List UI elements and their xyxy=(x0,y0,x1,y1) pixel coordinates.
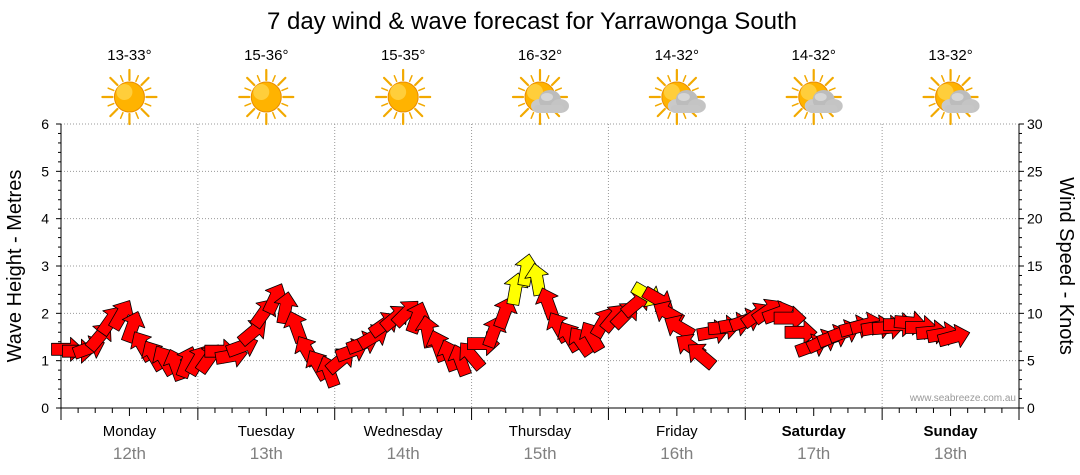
left-tick-label: 4 xyxy=(41,211,49,227)
right-tick-label: 0 xyxy=(1027,400,1035,416)
left-tick-label: 3 xyxy=(41,258,49,274)
right-tick-label: 15 xyxy=(1027,258,1043,274)
wind-arrow xyxy=(579,321,606,354)
wind-arrow xyxy=(664,314,696,341)
wind-arrows xyxy=(51,253,971,389)
partly-cloudy-icon xyxy=(785,68,843,126)
day-temp: 14-32° xyxy=(655,47,699,64)
chart-title: 7 day wind & wave forecast for Yarrawong… xyxy=(267,8,797,35)
left-tick-label: 0 xyxy=(41,400,49,416)
wind-arrow xyxy=(936,323,971,348)
right-tick-label: 5 xyxy=(1027,353,1035,369)
wind-arrow xyxy=(405,301,430,335)
day-name: Friday xyxy=(656,423,698,440)
watermark: www.seabreeze.com.au xyxy=(909,393,1016,404)
day-date: 12th xyxy=(113,444,146,463)
day-name: Thursday xyxy=(509,423,572,440)
day-name: Tuesday xyxy=(238,423,295,440)
day-headers: 13-33° Monday 12th 15-36° Tuesday 13th 15-35° W… xyxy=(101,47,980,463)
day-date: 18th xyxy=(934,444,967,463)
day-date: 17th xyxy=(797,444,830,463)
sunny-icon xyxy=(101,68,158,126)
sunny-icon xyxy=(238,68,295,126)
wind-arrow xyxy=(514,253,540,287)
day-name: Saturday xyxy=(782,423,847,440)
wind-arrow xyxy=(262,283,288,316)
wind-arrow xyxy=(688,343,718,371)
day-temp: 15-35° xyxy=(381,47,425,64)
chart-axes: 0 1 2 3 4 5 6 0 5 10 15 20 25 30 xyxy=(41,116,1043,420)
left-tick-label: 2 xyxy=(41,305,49,321)
left-axis-label: Wave Height - Metres xyxy=(4,170,26,363)
wind-arrow xyxy=(108,300,134,332)
day-name: Wednesday xyxy=(364,423,443,440)
chart-grid xyxy=(61,123,1019,408)
left-tick-label: 1 xyxy=(41,353,49,369)
left-tick-label: 5 xyxy=(41,163,49,179)
right-tick-label: 10 xyxy=(1027,305,1043,321)
wind-arrow xyxy=(493,296,518,330)
partly-cloudy-icon xyxy=(648,68,706,126)
wind-arrow xyxy=(784,319,818,345)
right-tick-label: 25 xyxy=(1027,163,1043,179)
day-date: 15th xyxy=(523,444,556,463)
day-date: 16th xyxy=(660,444,693,463)
wind-arrow xyxy=(535,287,560,321)
sunny-icon xyxy=(375,68,432,126)
day-temp: 15-36° xyxy=(244,47,288,64)
day-temp: 13-32° xyxy=(928,47,972,64)
right-axis-label: Wind Speed - Knots xyxy=(1055,177,1077,355)
left-tick-label: 6 xyxy=(41,116,49,132)
wind-arrow xyxy=(283,311,308,345)
day-date: 13th xyxy=(250,444,283,463)
right-tick-label: 30 xyxy=(1027,116,1043,132)
partly-cloudy-icon xyxy=(922,68,980,126)
wind-arrow xyxy=(773,305,807,331)
partly-cloudy-icon xyxy=(511,68,569,126)
right-tick-label: 20 xyxy=(1027,211,1043,227)
day-date: 14th xyxy=(387,444,420,463)
day-name: Monday xyxy=(103,423,157,440)
day-name: Sunday xyxy=(923,423,978,440)
day-temp: 13-33° xyxy=(107,47,151,64)
day-temp: 14-32° xyxy=(792,47,836,64)
day-temp: 16-32° xyxy=(518,47,562,64)
